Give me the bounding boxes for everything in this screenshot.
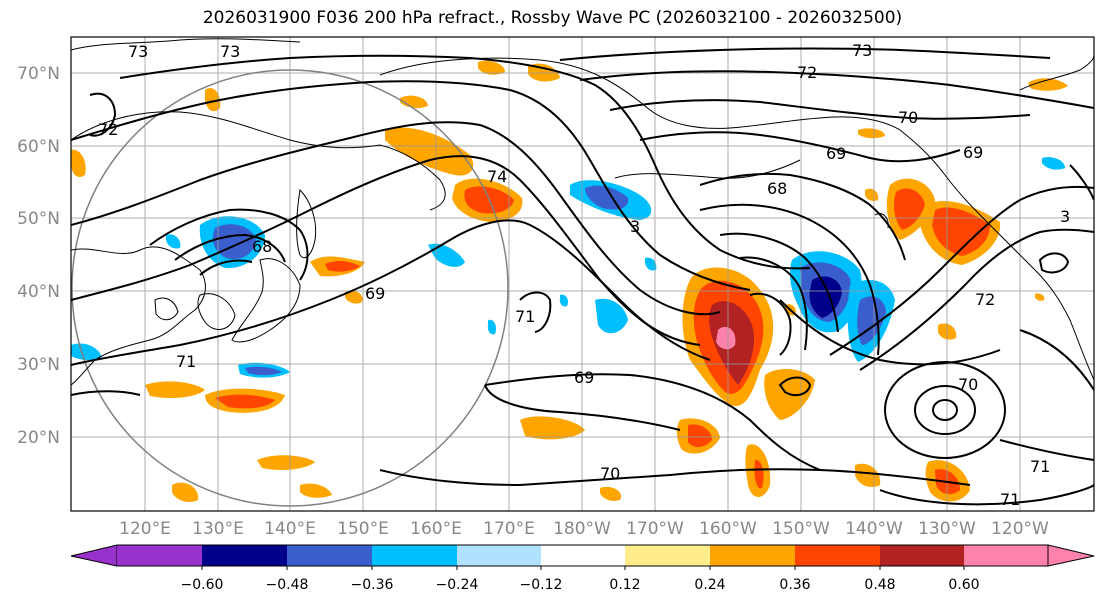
contour-label: 71 xyxy=(515,307,535,326)
colorbar-segment xyxy=(372,545,457,566)
colorbar: −0.60 −0.48 −0.36 −0.24 −0.12 0.12 0.24 … xyxy=(70,544,1095,593)
contour-label: 72 xyxy=(975,290,995,309)
colorbar-tick-label: −0.48 xyxy=(266,577,309,593)
contour-label: 3 xyxy=(1060,207,1070,226)
colorbar-tick-label: 0.36 xyxy=(779,577,810,593)
lon-label: 160°E xyxy=(410,519,462,539)
contour-label: 70 xyxy=(898,108,918,127)
colorbar-segment xyxy=(202,545,287,566)
negative-anomaly-regions xyxy=(71,157,1065,378)
contour-label: 73 xyxy=(852,41,872,60)
colorbar-segment xyxy=(710,545,795,566)
lon-label: 120°W xyxy=(991,519,1049,539)
lon-label: 170°W xyxy=(626,519,684,539)
colorbar-tick-label: −0.24 xyxy=(436,577,479,593)
contour-label: 72 xyxy=(797,63,817,82)
height-contours xyxy=(71,47,1094,506)
colorbar-tick-label: 0.60 xyxy=(948,577,979,593)
lat-label-20n: 20°N xyxy=(17,428,60,448)
colorbar-segment xyxy=(457,545,541,566)
contour-label: 74 xyxy=(487,167,507,186)
colorbar-segment xyxy=(541,545,625,566)
lon-label: 170°E xyxy=(483,519,535,539)
colorbar-segment xyxy=(117,545,202,566)
contour-label: 73 xyxy=(128,42,148,61)
coastlines xyxy=(71,38,1094,386)
colorbar-tick-label: 0.48 xyxy=(864,577,895,593)
contour-label: 68 xyxy=(767,179,787,198)
colorbar-segment xyxy=(795,545,880,566)
lat-label-70n: 70°N xyxy=(17,64,60,84)
colorbar-segment xyxy=(625,545,710,566)
map-content: 73 72 70 69 68 73 73 74 72 68 69 69 71 7… xyxy=(71,37,1094,511)
colorbar-segment xyxy=(964,545,1048,566)
lon-label: 140°E xyxy=(264,519,316,539)
contour-label: 69 xyxy=(826,144,846,163)
lon-label: 140°W xyxy=(845,519,903,539)
contour-label: 69 xyxy=(574,368,594,387)
contour-label: 71 xyxy=(1000,490,1020,509)
map-title: 2026031900 F036 200 hPa refract., Rossby… xyxy=(202,8,903,28)
latitude-labels: 70°N 60°N 50°N 40°N 30°N 20°N xyxy=(17,64,60,448)
colorbar-tick-label: −0.60 xyxy=(181,577,224,593)
lat-label-40n: 40°N xyxy=(17,282,60,302)
graticule xyxy=(71,37,1094,511)
contour-label: 73 xyxy=(220,42,240,61)
contour-label: 69 xyxy=(365,284,385,303)
contour-label: 71 xyxy=(176,352,196,371)
longitude-labels: 120°E 130°E 140°E 150°E 160°E 170°E 180°… xyxy=(119,519,1049,539)
colorbar-segment xyxy=(880,545,964,566)
colorbar-segment xyxy=(287,545,372,566)
lon-label: 160°W xyxy=(699,519,757,539)
colorbar-tick-label: 0.12 xyxy=(609,577,640,593)
lon-label: 120°E xyxy=(119,519,171,539)
lon-label: 130°E xyxy=(192,519,244,539)
contour-label: 72 xyxy=(98,120,118,139)
contour-label: 68 xyxy=(252,237,272,256)
colorbar-extend-max xyxy=(1047,544,1095,567)
lon-label: 180°W xyxy=(553,519,611,539)
contour-labels: 73 72 70 69 68 73 73 74 72 68 69 69 71 7… xyxy=(98,41,1070,509)
colorbar-extend-min xyxy=(70,544,118,567)
contour-label: 69 xyxy=(963,143,983,162)
lat-label-50n: 50°N xyxy=(17,209,60,229)
contour-label: 70 xyxy=(958,375,978,394)
contour-label: 3 xyxy=(630,217,640,236)
contour-label: 71 xyxy=(1030,457,1050,476)
lon-label: 130°W xyxy=(918,519,976,539)
lat-label-30n: 30°N xyxy=(17,355,60,375)
colorbar-tick-label: −0.36 xyxy=(351,577,394,593)
lon-label: 150°W xyxy=(772,519,830,539)
lon-label: 150°E xyxy=(337,519,389,539)
reference-circle xyxy=(71,69,509,507)
colorbar-tick-label: −0.12 xyxy=(520,577,563,593)
contour-label: 70 xyxy=(600,464,620,483)
map-frame xyxy=(70,36,1095,512)
colorbar-tick-label: 0.24 xyxy=(694,577,725,593)
positive-anomaly-regions xyxy=(71,60,1068,503)
lat-label-60n: 60°N xyxy=(17,137,60,157)
